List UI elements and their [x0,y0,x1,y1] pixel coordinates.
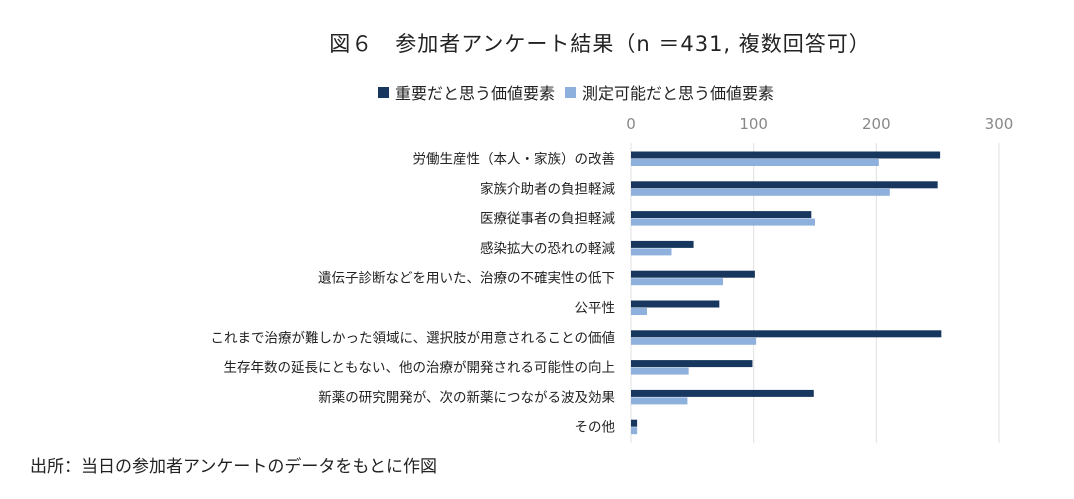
source-note: 出所：当日の参加者アンケートのデータをもとに作図 [30,457,437,477]
category-label: 新薬の研究開発が、次の新薬につながる波及効果 [318,390,615,406]
bar-measurable [631,218,815,226]
category-label: 遺伝子診断などを用いた、治療の不確実性の低下 [318,270,615,287]
category-label: 公平性 [575,301,616,317]
bar-measurable [631,337,757,345]
legend-swatch-measurable [565,86,577,98]
bar-measurable [631,367,689,375]
bar-measurable [631,248,672,256]
bar-important [631,151,941,159]
bar-measurable [631,159,879,166]
bar-important [631,240,694,248]
bar-measurable [631,278,723,286]
bar-important [631,300,720,308]
legend-label-important: 重要だと思う価値要素 [395,84,556,103]
bar-important [631,181,938,189]
chart-title: 図６ 参加者アンケート結果（n ＝431, 複数回答可） [329,32,871,56]
bar-important [631,360,753,368]
category-label: 家族介助者の負担軽減 [480,180,615,197]
category-label: 医療従事者の負担軽減 [480,210,615,227]
legend-label-measurable: 測定可能だと思う価値要素 [582,84,775,103]
bar-important [631,389,814,397]
legend-swatch-important [378,86,389,98]
bar-important [631,419,638,427]
bar-measurable [631,427,638,435]
x-tick-label: 100 [739,115,768,133]
bar-measurable [631,397,688,405]
category-label: 労働生産性（本人・家族）の改善 [413,151,616,168]
x-tick-label: 0 [626,115,636,133]
category-label: その他 [575,420,616,436]
bar-measurable [631,308,647,315]
category-label: 感染拡大の恐れの軽減 [480,240,615,257]
bar-important [631,211,812,219]
bar-important [631,330,942,338]
bar-measurable [631,188,890,196]
category-label: 生存年数の延長にともない、他の治療が開発される可能性の向上 [224,359,616,376]
legend: 重要だと思う価値要素 測定可能だと思う価値要素 [378,80,774,104]
x-tick-label: 200 [862,115,891,133]
x-tick-label: 300 [985,115,1014,133]
category-label: これまで治療が難しかった領域に、選択肢が用意されることの価値 [211,329,615,346]
bar-important [631,270,755,278]
